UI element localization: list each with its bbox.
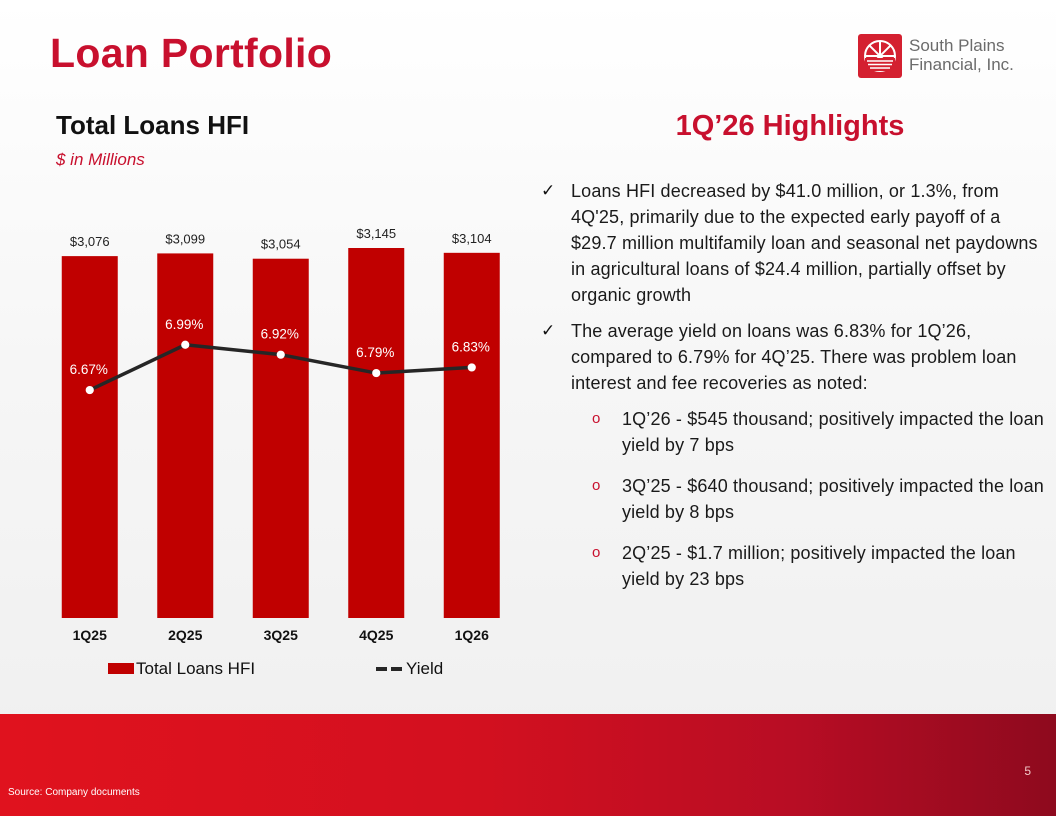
footer-band xyxy=(0,714,1056,816)
yield-value-label: 6.83% xyxy=(452,339,490,354)
highlight-sub-bullet-text: 3Q’25 - $640 thousand; positively impact… xyxy=(622,476,1044,522)
bar xyxy=(157,253,214,618)
logo-line-2: Financial, Inc. xyxy=(909,55,1014,74)
page-number: 5 xyxy=(1024,764,1031,778)
highlight-sub-bullet: o 3Q’25 - $640 thousand; positively impa… xyxy=(540,473,1045,525)
yield-point xyxy=(372,368,381,378)
slide-title: Loan Portfolio xyxy=(50,30,333,76)
legend-label-yield: Yield xyxy=(406,659,443,678)
legend-bar-swatch xyxy=(108,663,134,674)
bar-value-label: $3,099 xyxy=(165,231,205,246)
highlight-bullet-text: Loans HFI decreased by $41.0 million, or… xyxy=(571,181,1038,305)
highlight-sub-bullet: o 2Q’25 - $1.7 million; positively impac… xyxy=(540,540,1045,592)
yield-point xyxy=(467,363,476,372)
chart-title: Total Loans HFI xyxy=(56,110,250,140)
bar-value-label: $3,145 xyxy=(356,226,396,241)
highlight-bullet: ✓ Loans HFI decreased by $41.0 million, … xyxy=(540,178,1045,308)
chart-subtitle: $ in Millions xyxy=(56,150,145,169)
category-tick-label: 1Q26 xyxy=(455,627,489,643)
loans-yield-chart: $3,076 1Q25 $3,099 2Q25 $3,054 3Q25 $3,145 4Q25… xyxy=(61,226,500,678)
highlight-sub-bullet-text: 2Q’25 - $1.7 million; positively impacte… xyxy=(622,543,1016,589)
highlight-sub-bullet-text: 1Q’26 - $545 thousand; positively impact… xyxy=(622,409,1044,455)
bar-value-label: $3,104 xyxy=(452,231,492,246)
company-logo: South Plains Financial, Inc. xyxy=(858,34,1028,78)
bar xyxy=(443,252,500,618)
highlights-title: 1Q’26 Highlights xyxy=(675,110,905,142)
logo-mark-icon xyxy=(858,34,902,78)
circle-bullet-icon: o xyxy=(592,544,601,561)
yield-point xyxy=(181,340,190,349)
highlight-bullet-text: The average yield on loans was 6.83% for… xyxy=(571,321,1017,393)
checkmark-icon: ✓ xyxy=(541,181,556,200)
legend-label-loans: Total Loans HFI xyxy=(136,659,255,678)
checkmark-icon: ✓ xyxy=(541,321,556,340)
source-note: Source: Company documents xyxy=(8,787,140,798)
category-tick-label: 1Q25 xyxy=(73,627,107,643)
circle-bullet-icon: o xyxy=(592,410,601,427)
logo-line-1: South Plains xyxy=(909,36,1005,55)
highlight-sub-bullet: o 1Q’26 - $545 thousand; positively impa… xyxy=(540,406,1045,458)
highlights-list: ✓ Loans HFI decreased by $41.0 million, … xyxy=(540,178,1045,607)
category-tick-label: 3Q25 xyxy=(264,627,298,643)
yield-value-label: 6.79% xyxy=(356,345,394,360)
bar-value-label: $3,076 xyxy=(70,234,110,249)
yield-point xyxy=(276,350,285,359)
category-tick-label: 2Q25 xyxy=(168,627,202,643)
bar xyxy=(348,248,405,618)
bar xyxy=(61,256,118,618)
yield-value-label: 6.92% xyxy=(261,327,299,342)
yield-point xyxy=(85,385,94,395)
yield-value-label: 6.67% xyxy=(70,362,108,377)
category-tick-label: 4Q25 xyxy=(359,627,393,643)
circle-bullet-icon: o xyxy=(592,477,601,494)
logo-text: South Plains Financial, Inc. xyxy=(909,36,1014,74)
yield-value-label: 6.99% xyxy=(165,317,203,332)
bar-value-label: $3,054 xyxy=(261,237,301,252)
bar xyxy=(252,258,309,618)
highlight-bullet: ✓ The average yield on loans was 6.83% f… xyxy=(540,318,1045,396)
